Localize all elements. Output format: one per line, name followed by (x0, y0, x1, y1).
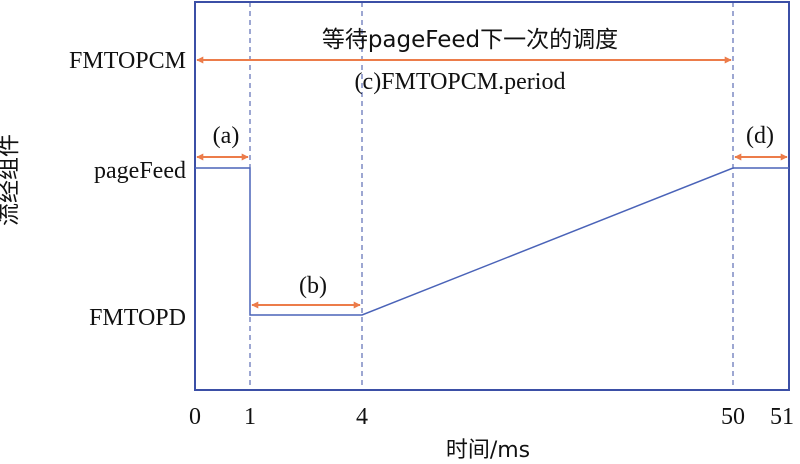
plot-frame (194, 1, 790, 391)
y-axis-title: 流经组件 (0, 134, 22, 226)
x-tick-51: 51 (770, 404, 794, 430)
row-label-fmtopd: FMTOPD (89, 305, 186, 331)
period-caption: (c)FMTOPCM.period (355, 69, 566, 95)
marker-b-label: (b) (299, 273, 327, 299)
x-tick-0: 0 (189, 404, 201, 430)
marker-d-label: (d) (746, 123, 774, 149)
wait-caption: 等待pageFeed下一次的调度 (322, 27, 618, 53)
x-tick-4: 4 (356, 404, 368, 430)
row-label-pagefeed: pageFeed (94, 158, 186, 184)
signal-trace (195, 167, 789, 316)
x-tick-1: 1 (244, 404, 256, 430)
row-label-fmtopcm: FMTOPCM (69, 48, 186, 74)
x-tick-50: 50 (721, 404, 745, 430)
marker-a-label: (a) (213, 123, 240, 149)
x-axis-title: 时间/ms (446, 438, 530, 463)
